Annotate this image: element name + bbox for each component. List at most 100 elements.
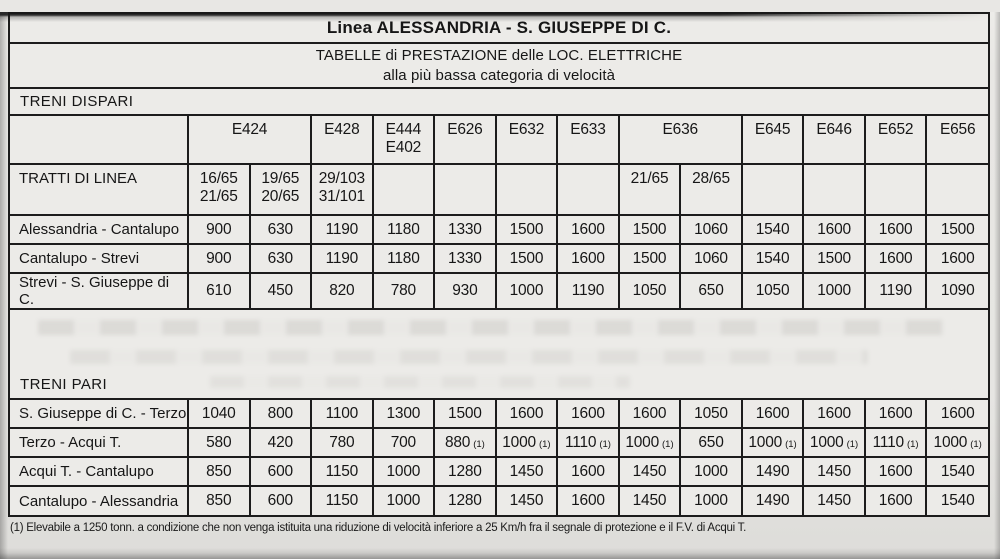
loco-class-label: E646	[816, 121, 852, 138]
value-cell: 1600	[556, 456, 620, 487]
value-cell: 1600	[925, 398, 988, 429]
section-label-treni-pari: TRENI PARI	[20, 376, 108, 393]
footnote-marker: (1)	[846, 438, 859, 450]
tratti-cell	[433, 163, 497, 216]
value-cell: 1110 (1)	[556, 427, 620, 458]
loco-class-label: E645	[754, 121, 791, 138]
route-label: Acqui T. - Cantalupo	[10, 456, 189, 487]
bleedthrough-smudge	[70, 350, 868, 364]
subtitle-line-2: alla più bassa categoria di velocità	[382, 66, 616, 84]
value-cell: 1330	[433, 243, 497, 274]
table-row: Terzo - Acqui T. 580 420 780 700 880 (1) 1000 (1…	[10, 427, 988, 458]
value-cell: 1280	[433, 456, 497, 487]
loco-class-label: E656	[939, 121, 976, 138]
value-cell: 1540	[925, 485, 988, 515]
value-cell: 1450	[617, 485, 682, 515]
value-cell: 450	[248, 272, 313, 310]
value-cell: 820	[310, 272, 374, 310]
value-cell: 1490	[740, 456, 805, 487]
tratti-cell	[863, 163, 928, 216]
value-cell: 780	[310, 427, 374, 458]
bleedthrough-smudge	[38, 320, 944, 335]
value-cell: 1100	[310, 398, 374, 429]
value-cell: 610	[187, 272, 251, 310]
table-row: Acqui T. - Cantalupo 850 600 1150 1000 1280 14…	[10, 456, 988, 487]
tonnage-value: 1000	[625, 433, 660, 451]
value-cell: 780	[371, 272, 436, 310]
value-cell: 600	[248, 456, 313, 487]
value-cell: 1600	[863, 456, 928, 487]
tonnage-value: 1000	[809, 433, 844, 451]
route-label: Strevi - S. Giuseppe di C.	[10, 272, 189, 310]
value-cell: 1540	[740, 214, 805, 245]
table-row: S. Giuseppe di C. - Terzo 1040 800 1100 1300…	[10, 398, 988, 429]
value-cell: 700	[371, 427, 436, 458]
column-header: E428	[310, 116, 374, 165]
value-cell: 420	[248, 427, 313, 458]
tratti-cell: 16/65 21/65	[187, 163, 251, 216]
value-cell: 1190	[863, 272, 928, 310]
loco-class-label: E444	[385, 121, 422, 138]
value-cell: 1330	[433, 214, 497, 245]
column-header: E645	[740, 116, 805, 165]
loco-class-label: E636	[662, 121, 699, 138]
value-cell: 1600	[863, 243, 928, 274]
column-header: E652	[863, 116, 928, 165]
loco-class-label: E626	[447, 121, 483, 138]
value-cell: 1300	[371, 398, 436, 429]
value-cell: 1540	[925, 456, 988, 487]
footnote-marker: (1)	[538, 438, 551, 450]
page-title: Linea ALESSANDRIA - S. GIUSEPPE DI C.	[10, 14, 988, 44]
value-cell: 1600	[556, 485, 620, 515]
value-cell: 600	[248, 485, 313, 515]
column-header: E444 E402	[371, 116, 436, 165]
value-cell: 630	[248, 243, 313, 274]
value-cell: 1600	[863, 398, 928, 429]
value-cell: 1040	[187, 398, 251, 429]
value-cell: 1050	[617, 272, 682, 310]
value-cell: 1000	[371, 456, 436, 487]
section-label-treni-dispari: TRENI DISPARI	[10, 89, 988, 116]
tratti-cell	[740, 163, 805, 216]
value-cell: 1600	[556, 398, 620, 429]
column-header: E424	[186, 116, 313, 165]
value-cell: 1110 (1)	[863, 427, 928, 458]
tratti-cell: 21/65	[617, 163, 682, 216]
value-cell: 650	[679, 272, 743, 310]
loco-class-label: E632	[508, 121, 545, 138]
value-cell: 1450	[494, 485, 559, 515]
loco-class-label: E633	[570, 121, 606, 138]
tratti-cell: 28/65	[679, 163, 743, 216]
column-header: E632	[494, 116, 559, 165]
value-cell: 1600	[863, 485, 928, 515]
value-cell: 1600	[740, 398, 805, 429]
photo-edge-left	[0, 12, 8, 559]
tratti-cell: 29/103 31/101	[310, 163, 374, 216]
table-row: Strevi - S. Giuseppe di C. 610 450 820 780 93…	[10, 272, 988, 310]
value-cell: 1600	[556, 214, 620, 245]
tratti-cell	[556, 163, 620, 216]
value-cell: 1190	[556, 272, 620, 310]
tratti-cell: 19/65 20/65	[248, 163, 313, 216]
value-cell: 1060	[679, 243, 743, 274]
footnote-marker: (1)	[970, 438, 982, 450]
loco-class-label: E402	[385, 139, 422, 156]
value-cell: 1600	[863, 214, 928, 245]
value-cell: 1000	[679, 456, 743, 487]
value-cell: 1450	[802, 485, 866, 515]
tonnage-value: 1000	[933, 433, 968, 451]
column-header: E656	[925, 116, 988, 165]
photo-edge-bottom	[0, 548, 1000, 559]
footnote: (1) Elevabile a 1250 tonn. a condizione …	[10, 522, 747, 534]
tratti-row: TRATTI DI LINEA 16/65 21/65 19/65 20/65 29/…	[10, 163, 988, 216]
route-label: Alessandria - Cantalupo	[10, 214, 189, 245]
treni-pari-table: S. Giuseppe di C. - Terzo 1040 800 1100 1300…	[10, 398, 988, 515]
photo-edge-right	[994, 12, 1000, 559]
loco-class-label: E424	[231, 121, 268, 138]
table-row: Cantalupo - Strevi 900 630 1190 1180 1330 1500…	[10, 243, 988, 274]
value-cell: 900	[187, 214, 251, 245]
value-cell: 850	[187, 485, 251, 515]
row-header-label: TRATTI DI LINEA	[10, 163, 189, 216]
value-cell: 580	[187, 427, 251, 458]
route-label: Cantalupo - Alessandria	[10, 485, 189, 515]
